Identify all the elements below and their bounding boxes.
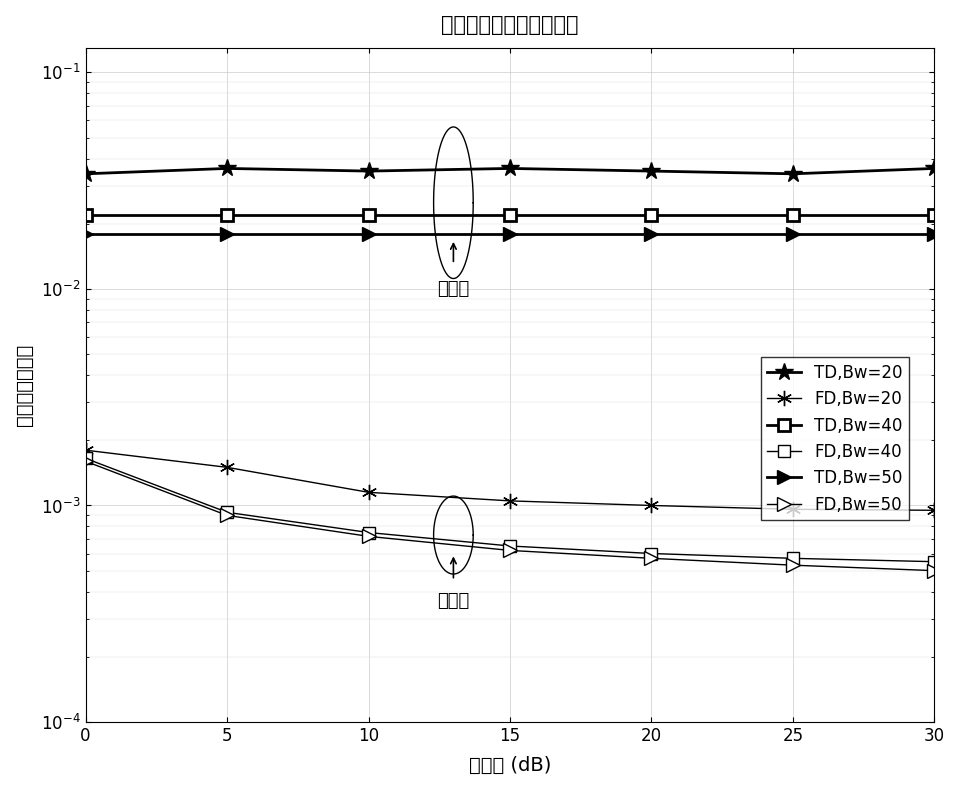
TD,Bw=40 [80,210,91,220]
Line: TD,Bw=20: TD,Bw=20 [77,160,944,182]
Line: TD,Bw=50: TD,Bw=50 [79,227,942,241]
TD,Bw=50 [222,229,233,239]
TD,Bw=40 [928,210,940,220]
TD,Bw=20 [80,169,91,179]
Text: 原技术: 原技术 [438,280,469,298]
TD,Bw=50 [80,229,91,239]
FD,Bw=40 [222,507,233,517]
TD,Bw=20 [646,167,658,176]
FD,Bw=40 [363,528,374,537]
FD,Bw=50 [504,546,516,555]
TD,Bw=20 [787,169,799,179]
Title: 信道测量归一化均方误差: 信道测量归一化均方误差 [442,15,579,35]
FD,Bw=20 [222,463,233,472]
Line: FD,Bw=20: FD,Bw=20 [78,442,942,518]
TD,Bw=20 [928,164,940,173]
FD,Bw=40 [80,453,91,463]
FD,Bw=50 [222,510,233,520]
TD,Bw=50 [787,229,799,239]
TD,Bw=20 [363,167,374,176]
FD,Bw=20 [787,505,799,514]
Legend: TD,Bw=20, FD,Bw=20, TD,Bw=40, FD,Bw=40, TD,Bw=50, FD,Bw=50: TD,Bw=20, FD,Bw=20, TD,Bw=40, FD,Bw=40, … [760,357,909,521]
FD,Bw=20 [80,446,91,455]
FD,Bw=50 [80,457,91,466]
X-axis label: 信噪比 (dB): 信噪比 (dB) [468,756,551,775]
TD,Bw=20 [504,164,516,173]
FD,Bw=40 [928,557,940,566]
Line: TD,Bw=40: TD,Bw=40 [80,209,941,221]
TD,Bw=50 [504,229,516,239]
TD,Bw=40 [504,210,516,220]
FD,Bw=20 [504,496,516,506]
FD,Bw=20 [646,501,658,510]
Y-axis label: 归一化均方误差: 归一化均方误差 [15,344,34,426]
FD,Bw=50 [363,532,374,541]
FD,Bw=50 [928,566,940,575]
Text: 本发明: 本发明 [438,592,469,610]
TD,Bw=40 [787,210,799,220]
FD,Bw=50 [646,554,658,563]
TD,Bw=40 [222,210,233,220]
FD,Bw=20 [928,506,940,515]
TD,Bw=50 [363,229,374,239]
FD,Bw=20 [363,487,374,497]
TD,Bw=20 [222,164,233,173]
Line: FD,Bw=40: FD,Bw=40 [80,452,941,568]
TD,Bw=40 [363,210,374,220]
FD,Bw=40 [787,554,799,563]
FD,Bw=40 [646,549,658,559]
TD,Bw=50 [646,229,658,239]
Line: FD,Bw=50: FD,Bw=50 [79,454,942,577]
FD,Bw=50 [787,560,799,570]
TD,Bw=40 [646,210,658,220]
TD,Bw=50 [928,229,940,239]
FD,Bw=40 [504,541,516,551]
